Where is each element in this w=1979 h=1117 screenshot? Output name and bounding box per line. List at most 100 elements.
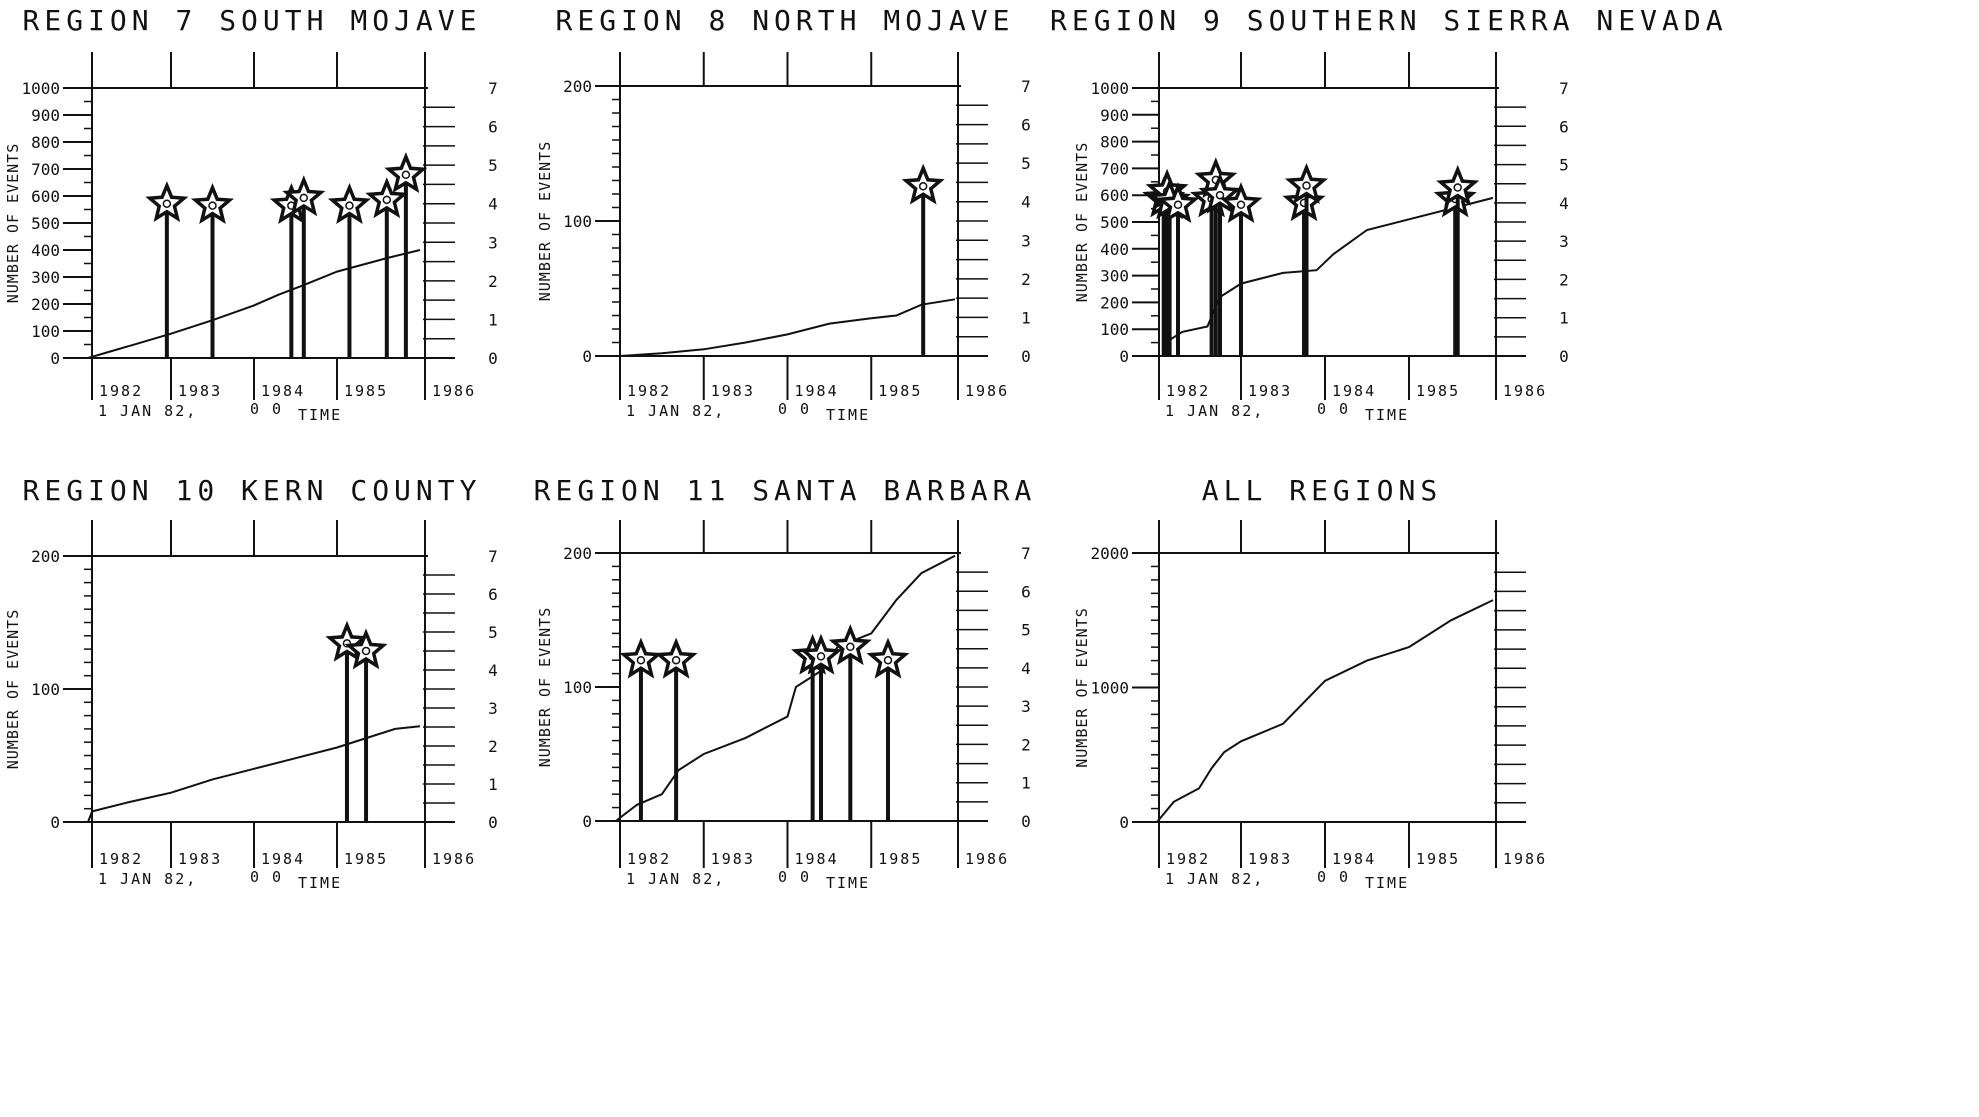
y-tick-label: 0 [1119, 347, 1129, 366]
magnitude-tick-label: 0 [488, 349, 498, 368]
cumulative-events-line [1156, 599, 1494, 823]
x-tick-label: 1985 [1416, 850, 1460, 868]
magnitude-tick-label: 7 [488, 79, 498, 98]
x-tick-label: 1983 [711, 850, 755, 868]
chart-panel-5: 1982 1983 1984 1985 1986 1 JAN 82, 0 0 TIME 0 100… [536, 520, 1031, 892]
cumulative-events-line [1164, 196, 1494, 344]
x-tick-label: 1985 [344, 850, 388, 868]
magnitude-tick-label: 4 [488, 195, 498, 214]
y-tick-label: 900 [31, 106, 60, 125]
x-tick-label: 1986 [1503, 382, 1547, 400]
event-star-center [636, 655, 646, 665]
y-tick-label: 0 [1119, 813, 1129, 832]
x-axis-label: TIME [826, 874, 870, 892]
start-date-label: 1 JAN 82, [626, 870, 725, 888]
magnitude-tick-label: 0 [1559, 347, 1569, 366]
event-star-center [1215, 190, 1225, 200]
event-star-center [1173, 200, 1183, 210]
start-time-label: 0 0 [250, 868, 283, 886]
event-star-center [345, 201, 354, 210]
y-tick-label: 0 [582, 812, 592, 831]
magnitude-tick-label: 2 [1021, 270, 1031, 289]
y-axis-label: NUMBER OF EVENTS [4, 143, 22, 304]
start-time-label: 0 0 [1317, 400, 1350, 418]
cumulative-events-line [615, 554, 956, 822]
start-time-label: 0 0 [1317, 868, 1350, 886]
y-tick-label: 600 [1100, 186, 1129, 205]
event-star-center [401, 170, 411, 180]
x-tick-label: 1986 [1503, 850, 1547, 868]
magnitude-tick-label: 3 [1021, 697, 1031, 716]
y-tick-label: 1000 [1090, 79, 1129, 98]
y-tick-label: 700 [1100, 159, 1129, 178]
y-tick-label: 200 [31, 295, 60, 314]
magnitude-tick-label: 0 [488, 813, 498, 832]
x-tick-label: 1982 [627, 382, 671, 400]
x-tick-label: 1982 [1166, 382, 1210, 400]
x-axis-label: TIME [1365, 874, 1409, 892]
y-tick-label: 400 [1100, 240, 1129, 259]
magnitude-tick-label: 2 [488, 272, 498, 291]
y-tick-label: 300 [31, 268, 60, 287]
x-tick-label: 1985 [878, 382, 922, 400]
y-tick-label: 100 [1100, 320, 1129, 339]
x-tick-label: 1982 [627, 850, 671, 868]
magnitude-tick-label: 7 [1021, 544, 1031, 563]
magnitude-tick-label: 2 [1559, 270, 1569, 289]
magnitude-tick-label: 7 [1021, 77, 1031, 96]
y-tick-label: 100 [31, 322, 60, 341]
magnitude-tick-label: 3 [488, 699, 498, 718]
magnitude-tick-label: 4 [1021, 193, 1031, 212]
x-tick-label: 1985 [878, 850, 922, 868]
chart-title: REGION 7 SOUTH MOJAVE [22, 4, 482, 37]
x-tick-label: 1983 [178, 850, 222, 868]
x-tick-label: 1984 [795, 850, 839, 868]
event-star-center [1236, 200, 1246, 210]
magnitude-tick-label: 5 [488, 156, 498, 175]
chart-panel-3: 1982 1983 1984 1985 1986 1 JAN 82, 0 0 TIME 0 100… [1073, 52, 1569, 424]
event-star-center [382, 195, 392, 205]
magnitude-tick-label: 3 [488, 233, 498, 252]
start-date-label: 1 JAN 82, [626, 402, 725, 420]
y-tick-label: 0 [50, 349, 60, 368]
x-tick-label: 1984 [1332, 382, 1376, 400]
y-tick-label: 900 [1100, 106, 1129, 125]
cumulative-events-line [619, 298, 956, 357]
magnitude-tick-label: 1 [1559, 309, 1569, 328]
y-tick-label: 600 [31, 187, 60, 206]
magnitude-tick-label: 4 [1559, 194, 1569, 213]
y-tick-label: 1000 [1090, 679, 1129, 698]
magnitude-tick-label: 2 [1021, 735, 1031, 754]
chart-title: REGION 11 SANTA BARBARA [533, 474, 1037, 507]
y-axis-label: NUMBER OF EVENTS [536, 607, 554, 768]
magnitude-tick-label: 1 [488, 775, 498, 794]
y-tick-label: 300 [1100, 267, 1129, 286]
chart-title: REGION 9 SOUTHERN SIERRA NEVADA [1050, 4, 1728, 37]
start-date-label: 1 JAN 82, [1165, 870, 1264, 888]
x-tick-label: 1983 [1248, 382, 1292, 400]
y-tick-label: 100 [563, 212, 592, 231]
chart-panel-4: 1982 1983 1984 1985 1986 1 JAN 82, 0 0 TIME 0 100… [4, 520, 498, 892]
x-axis-label: TIME [298, 406, 342, 424]
y-axis-label: NUMBER OF EVENTS [536, 141, 554, 302]
x-axis-label: TIME [826, 406, 870, 424]
start-date-label: 1 JAN 82, [98, 402, 197, 420]
x-tick-label: 1983 [1248, 850, 1292, 868]
magnitude-tick-label: 1 [1021, 308, 1031, 327]
y-tick-label: 500 [1100, 213, 1129, 232]
magnitude-tick-label: 6 [1021, 582, 1031, 601]
magnitude-tick-label: 4 [1021, 659, 1031, 678]
magnitude-tick-label: 7 [488, 547, 498, 566]
start-date-label: 1 JAN 82, [98, 870, 197, 888]
start-time-label: 0 0 [250, 400, 283, 418]
y-tick-label: 2000 [1090, 544, 1129, 563]
event-star-center [162, 199, 172, 208]
x-tick-label: 1984 [1332, 850, 1376, 868]
x-tick-label: 1985 [344, 382, 388, 400]
y-tick-label: 100 [563, 678, 592, 697]
event-star-center [671, 655, 681, 665]
chart-title: REGION 10 KERN COUNTY [22, 474, 482, 507]
y-tick-label: 700 [31, 160, 60, 179]
chart-panel-1: 1982 1983 1984 1985 1986 1 JAN 82, 0 0 TIME 0 100… [4, 52, 498, 424]
